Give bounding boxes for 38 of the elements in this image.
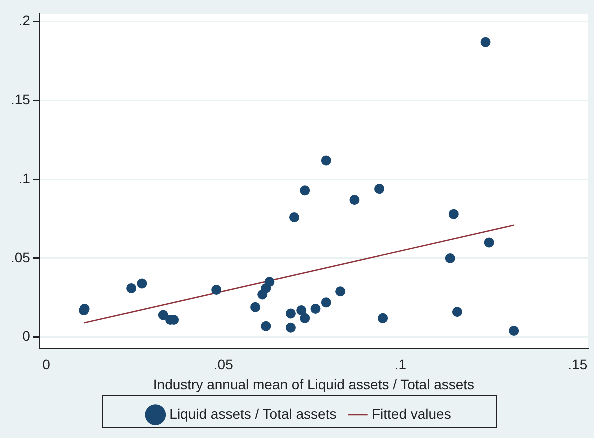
point bbox=[300, 186, 310, 196]
point bbox=[300, 313, 310, 324]
y-tick-label: .1 bbox=[18, 170, 31, 186]
y-tick-label: .2 bbox=[18, 12, 31, 29]
point bbox=[484, 238, 494, 248]
point bbox=[137, 278, 148, 289]
point bbox=[350, 195, 360, 206]
legend-label: Liquid assets / Total assets bbox=[170, 406, 337, 422]
y-tick-label: .05 bbox=[10, 249, 31, 266]
x-tick-label: 0 bbox=[42, 356, 51, 373]
point bbox=[452, 307, 462, 318]
point bbox=[286, 322, 296, 333]
legend-label: Fitted values bbox=[372, 406, 452, 422]
point bbox=[212, 285, 222, 296]
point bbox=[264, 277, 275, 288]
point bbox=[321, 156, 332, 166]
point bbox=[261, 321, 272, 332]
x-axis-title: Industry annual mean of Liquid assets / Total assets bbox=[153, 376, 475, 392]
point bbox=[296, 306, 307, 316]
point bbox=[509, 326, 520, 336]
point bbox=[250, 302, 261, 312]
x-tick-label: .15 bbox=[568, 356, 588, 373]
x-tick-label: .1 bbox=[394, 356, 407, 373]
point bbox=[445, 253, 456, 264]
point bbox=[310, 304, 321, 314]
point bbox=[321, 298, 332, 308]
point bbox=[290, 212, 300, 222]
x-tick-label: .05 bbox=[214, 356, 234, 373]
point bbox=[374, 184, 385, 194]
point bbox=[126, 283, 137, 294]
point bbox=[378, 313, 388, 324]
y-tick-label: .15 bbox=[10, 92, 31, 108]
point bbox=[480, 37, 491, 48]
point bbox=[158, 310, 168, 320]
y-tick-label: 0 bbox=[22, 328, 31, 344]
point bbox=[336, 286, 346, 297]
point bbox=[286, 308, 296, 319]
point bbox=[448, 209, 459, 220]
